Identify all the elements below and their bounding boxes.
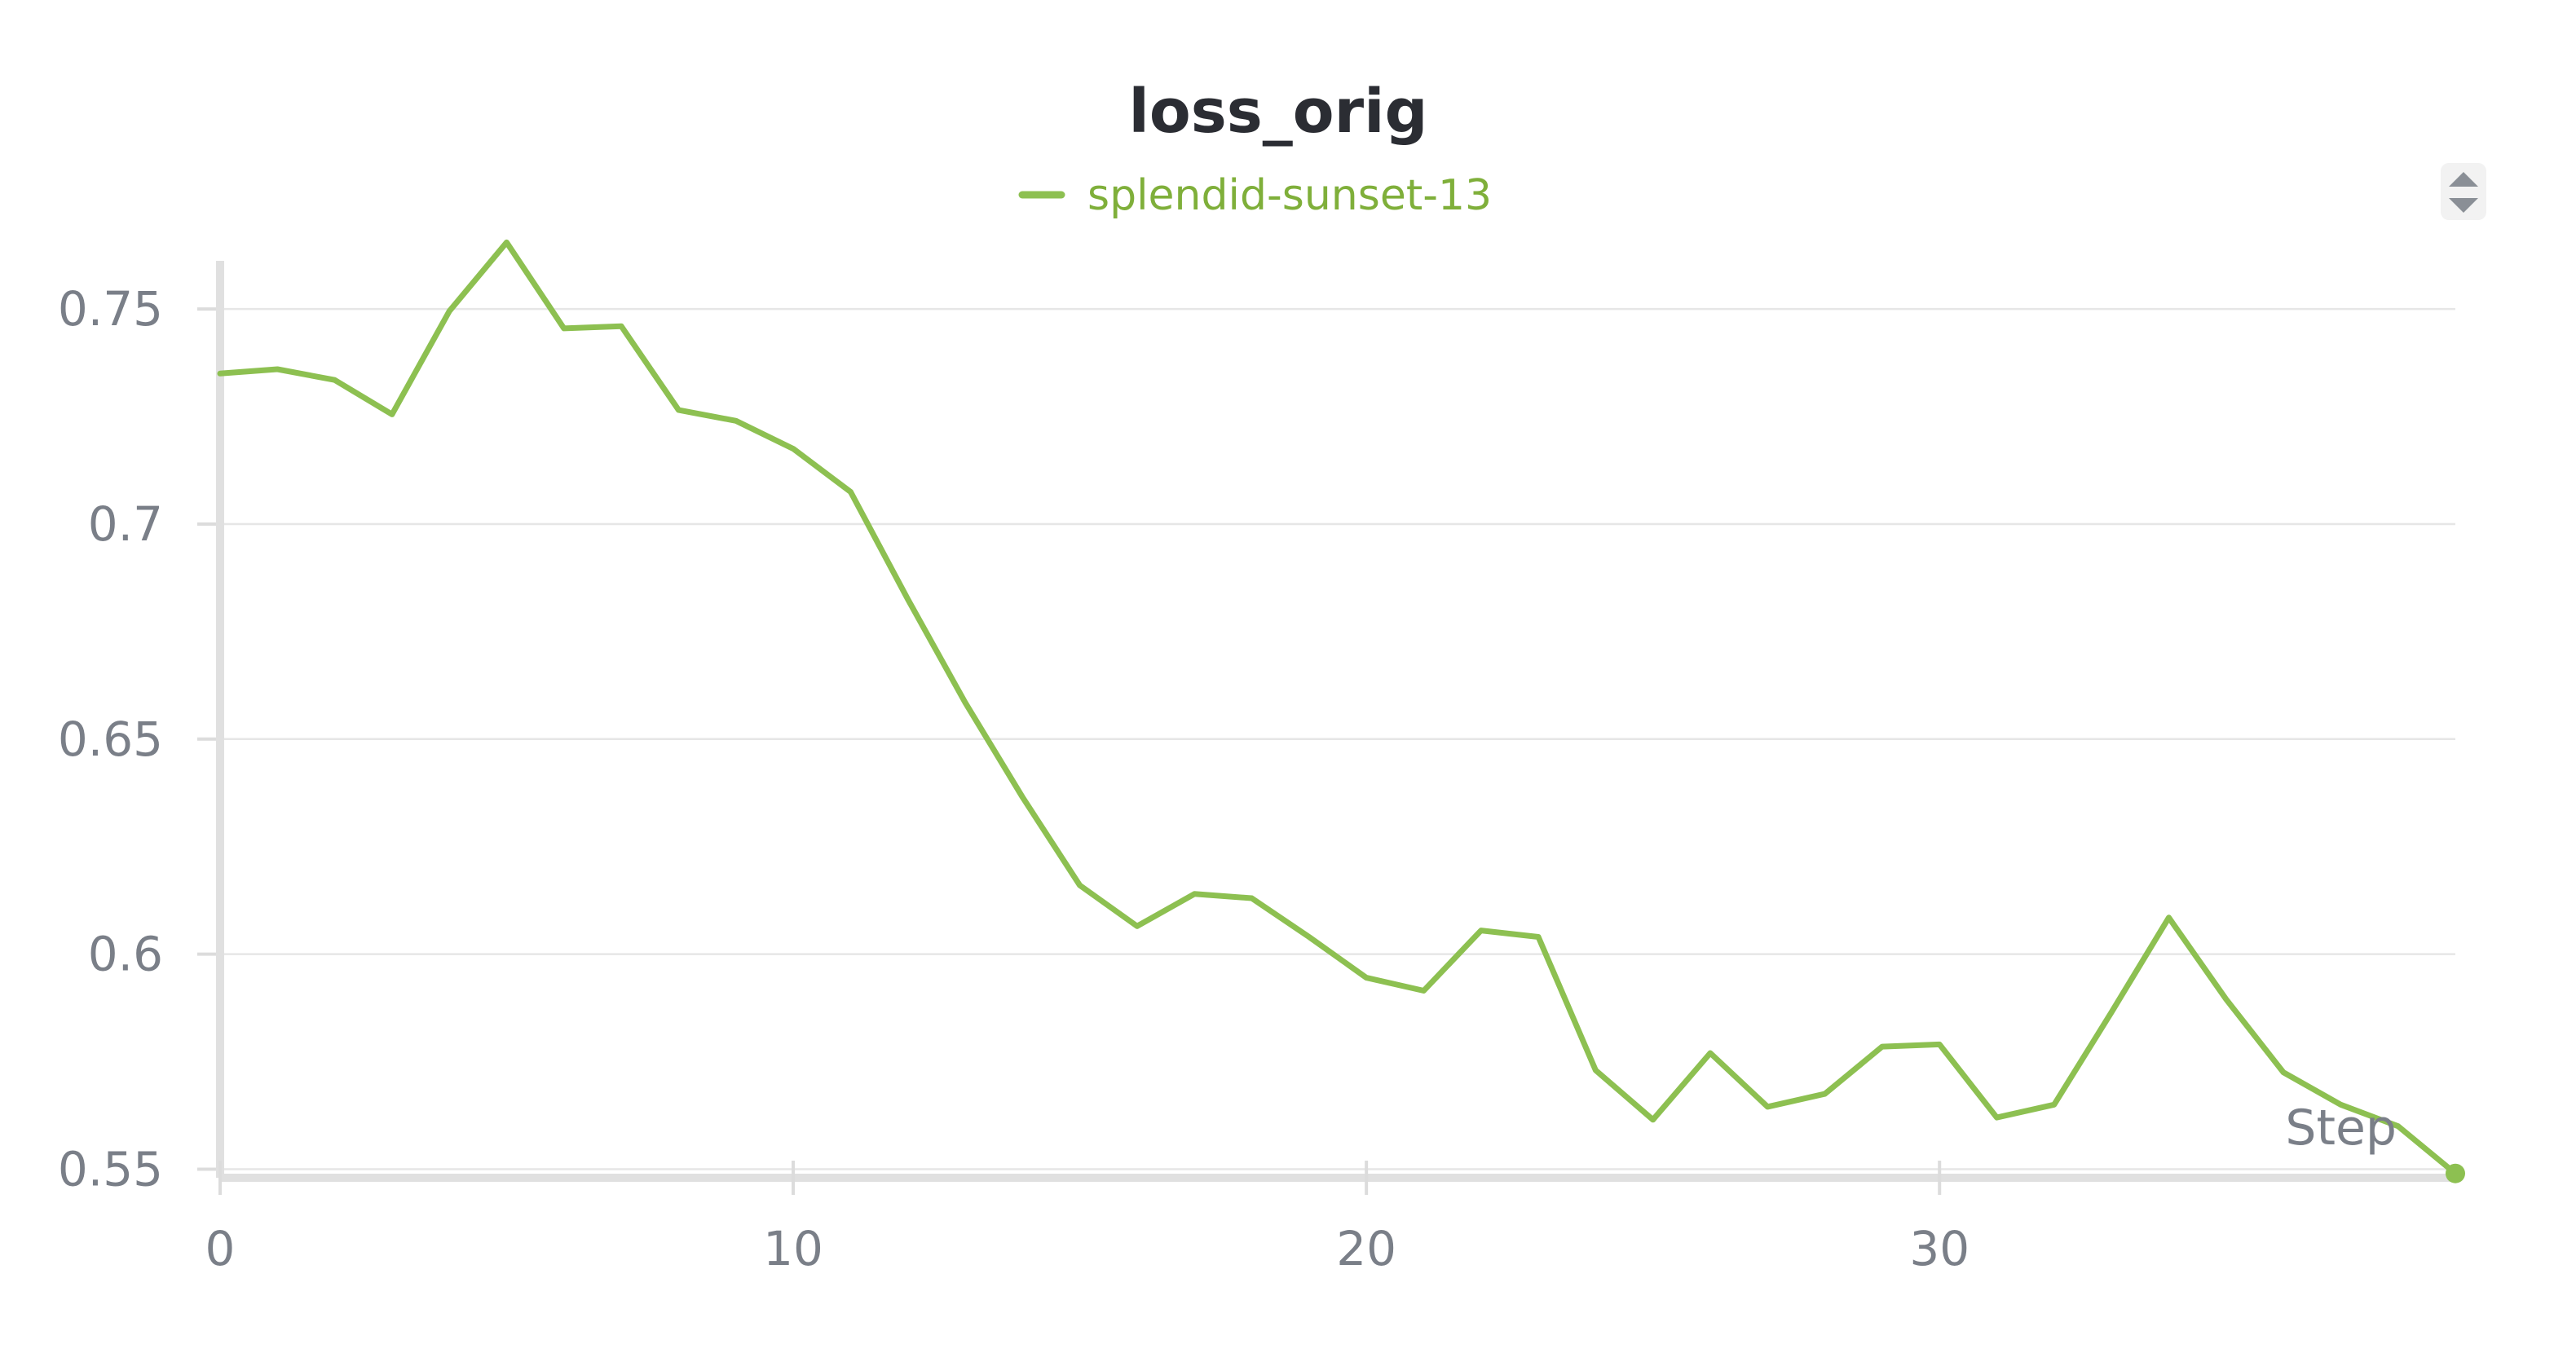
x-axis-label: Step xyxy=(2285,1100,2397,1157)
axes xyxy=(197,261,2455,1195)
data-point xyxy=(963,699,968,705)
data-point xyxy=(2281,1069,2287,1075)
x-tick-label: 30 xyxy=(1909,1221,1969,1276)
data-point xyxy=(1077,883,1083,888)
data-point xyxy=(218,371,223,377)
x-tick-label: 10 xyxy=(763,1221,823,1276)
series-line xyxy=(217,239,2459,1177)
sort-control[interactable] xyxy=(2441,163,2486,220)
data-point xyxy=(561,325,567,331)
data-point xyxy=(504,240,509,245)
data-point xyxy=(1765,1104,1771,1109)
data-point xyxy=(1421,988,1427,994)
data-point xyxy=(1249,896,1255,901)
data-point xyxy=(791,446,796,452)
data-point xyxy=(905,597,911,602)
legend[interactable]: splendid-sunset-13 xyxy=(1018,171,1492,220)
legend-label: splendid-sunset-13 xyxy=(1087,171,1492,220)
y-tick-label: 0.7 xyxy=(88,496,163,552)
data-point xyxy=(733,418,739,424)
data-point xyxy=(447,308,452,314)
data-point xyxy=(332,377,337,383)
data-point xyxy=(1478,928,1484,933)
data-point xyxy=(2051,1102,2057,1108)
data-point xyxy=(2109,1009,2115,1015)
sort-up-icon xyxy=(2449,172,2478,187)
data-point xyxy=(2223,997,2229,1003)
data-point xyxy=(389,412,395,417)
data-point xyxy=(1364,975,1370,981)
data-point xyxy=(1822,1091,1828,1097)
sort-button-bg xyxy=(2441,163,2486,220)
sort-down-icon xyxy=(2449,198,2478,213)
data-point xyxy=(848,489,854,495)
data-point xyxy=(676,408,681,413)
data-point xyxy=(2166,914,2172,920)
y-tick-label: 0.75 xyxy=(58,281,163,337)
data-point xyxy=(619,324,624,329)
y-tick-labels: 0.55 0.6 0.65 0.7 0.75 xyxy=(58,281,163,1197)
y-tick-label: 0.65 xyxy=(58,712,163,767)
data-point xyxy=(1879,1044,1885,1050)
data-point xyxy=(1020,795,1026,800)
gridlines xyxy=(220,307,2455,1170)
last-point-marker xyxy=(2446,1163,2465,1183)
y-tick-label: 0.55 xyxy=(58,1141,163,1197)
series xyxy=(217,239,2465,1183)
data-point xyxy=(1994,1115,2000,1121)
data-point xyxy=(1134,923,1140,929)
y-tick-label: 0.6 xyxy=(88,927,163,982)
data-point xyxy=(1593,1068,1599,1073)
data-point xyxy=(275,367,280,372)
x-tick-label: 20 xyxy=(1336,1221,1396,1276)
x-tick-labels: 0 10 20 30 xyxy=(205,1221,1970,1276)
data-point xyxy=(1650,1117,1656,1122)
data-point xyxy=(1306,934,1312,940)
data-point xyxy=(1708,1050,1714,1056)
data-point xyxy=(1536,934,1542,940)
data-point xyxy=(1937,1042,1943,1047)
data-point xyxy=(1192,891,1198,897)
chart-title: loss_orig xyxy=(1129,77,1428,147)
x-tick-label: 0 xyxy=(205,1221,236,1276)
